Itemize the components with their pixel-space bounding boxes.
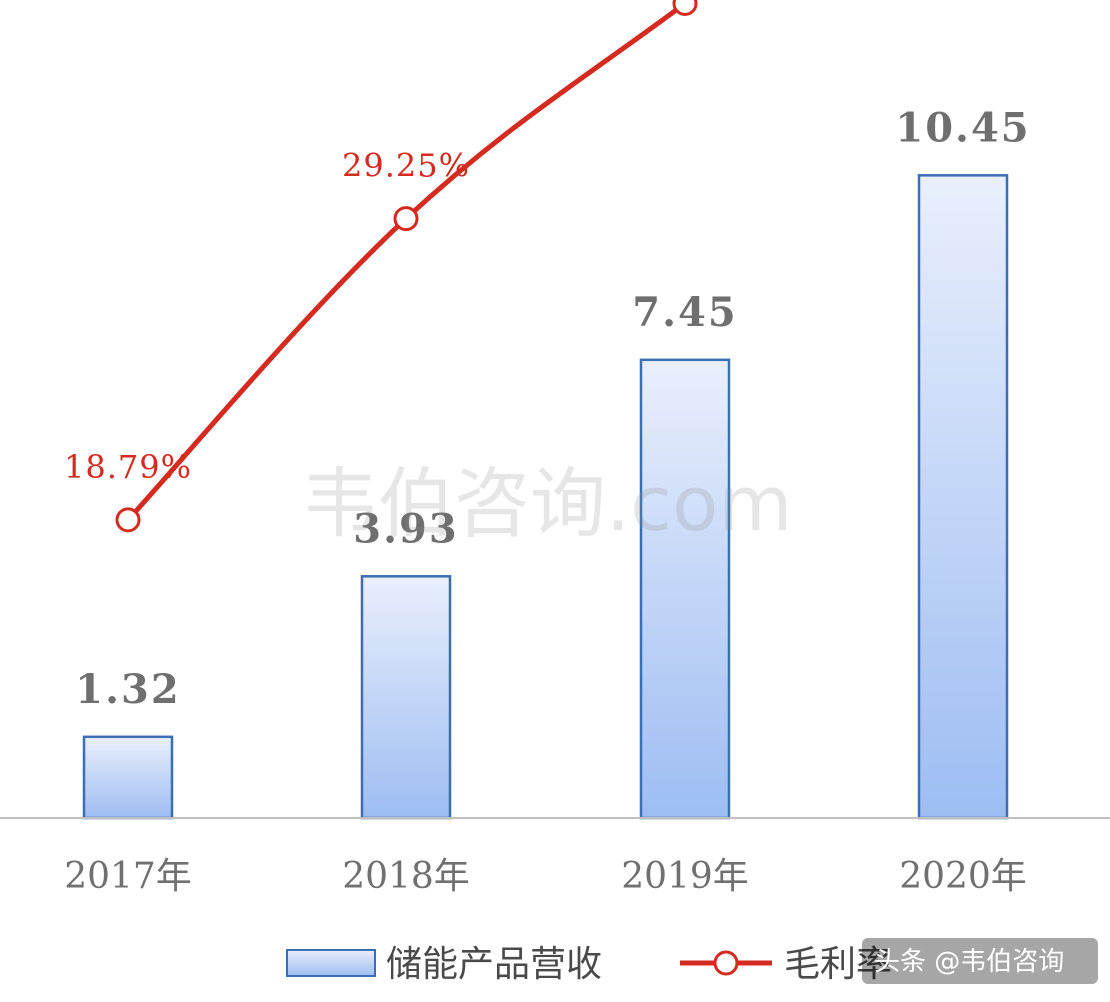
category-label: 2018年 (342, 856, 470, 897)
gross-margin-line (126, 0, 694, 522)
category-label: 2020年 (899, 856, 1027, 897)
legend-line-label: 毛利率 (784, 944, 892, 985)
gross-margin-point (672, 0, 698, 16)
gross-margin-point (115, 507, 141, 533)
bar-2019年 (639, 358, 731, 820)
category-label: 2017年 (64, 856, 192, 897)
bar-value-label: 3.93 (353, 505, 458, 552)
legend-bar-label: 储能产品营收 (386, 944, 602, 985)
gross-margin-label: 29.25% (342, 147, 470, 185)
gross-margin-label: 18.79% (64, 448, 192, 486)
bar-2017年 (82, 735, 174, 820)
credit-text: 头条 @韦伯咨询 (874, 947, 1064, 977)
bar-2018年 (360, 575, 452, 820)
legend-bar-swatch (286, 949, 376, 977)
watermark: 韦伯咨询.com (302, 459, 792, 548)
bar-2020年 (917, 174, 1009, 820)
gross-margin-point (393, 206, 419, 232)
legend-line-marker (713, 950, 739, 976)
legend: 储能产品营收 毛利率 (286, 944, 892, 985)
bar-value-label: 10.45 (895, 104, 1030, 151)
bar-value-label: 7.45 (632, 289, 737, 336)
bar-value-label: 1.32 (75, 666, 180, 713)
credit-overlay: 头条 @韦伯咨询 (862, 938, 1098, 984)
category-label: 2019年 (621, 856, 749, 897)
